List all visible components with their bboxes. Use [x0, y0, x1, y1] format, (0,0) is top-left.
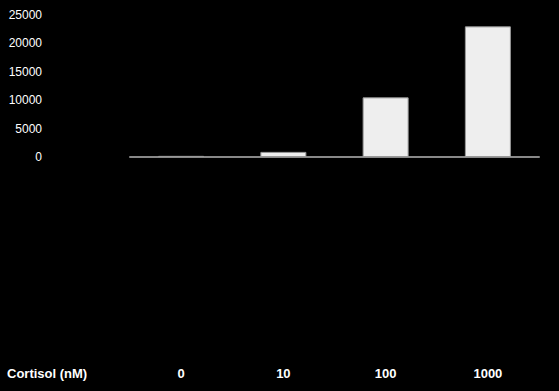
svg-text:100: 100	[375, 366, 397, 381]
svg-text:5000: 5000	[15, 122, 42, 136]
svg-text:0: 0	[35, 150, 42, 164]
svg-text:20000: 20000	[9, 36, 43, 50]
svg-text:15000: 15000	[9, 65, 43, 79]
svg-text:Cortisol (nM): Cortisol (nM)	[7, 366, 87, 381]
svg-text:10000: 10000	[9, 93, 43, 107]
svg-text:1000: 1000	[473, 366, 502, 381]
svg-text:25000: 25000	[9, 8, 43, 22]
svg-text:0: 0	[178, 366, 185, 381]
svg-text:10: 10	[276, 366, 290, 381]
